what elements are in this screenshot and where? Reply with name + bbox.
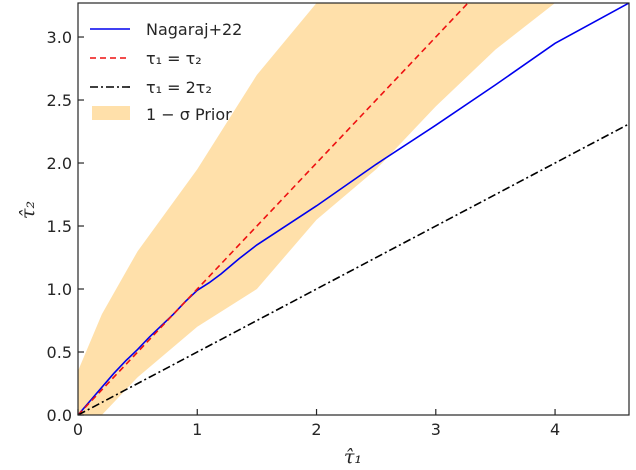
legend-label-prior: 1 − σ Prior <box>146 105 232 124</box>
plot-frame <box>77 2 630 416</box>
legend-label-tau-double: τ₁ = 2τ₂ <box>146 78 212 97</box>
x-tick-label: 2 <box>311 420 321 439</box>
y-tick-label: 1.5 <box>47 217 72 236</box>
x-tick-label: 0 <box>73 420 83 439</box>
band-layer <box>78 3 556 415</box>
prior-band <box>78 3 556 415</box>
y-tick-label: 0.5 <box>47 343 72 362</box>
series-nagaraj <box>78 3 629 415</box>
series-tau-double <box>78 123 629 415</box>
ticks-layer: 0 1 2 3 4 0.0 0.5 1.0 1.5 2.0 2.5 3.0 <box>47 28 561 439</box>
series-tau-equal <box>78 3 469 415</box>
series-layer <box>78 3 629 415</box>
x-axis-label: τ̂₁ <box>344 446 362 468</box>
y-axis-label: τ̂₂ <box>17 201 39 219</box>
legend-swatch-prior <box>92 106 130 120</box>
y-tick-label: 2.5 <box>47 91 72 110</box>
x-tick-label: 3 <box>431 420 441 439</box>
y-tick-label: 3.0 <box>47 28 72 47</box>
y-tick-label: 2.0 <box>47 154 72 173</box>
x-tick-label: 4 <box>550 420 560 439</box>
y-tick-label: 1.0 <box>47 280 72 299</box>
legend-label-nagaraj: Nagaraj+22 <box>146 20 242 39</box>
legend: Nagaraj+22 τ₁ = τ₂ τ₁ = 2τ₂ 1 − σ Prior <box>90 20 242 124</box>
x-tick-label: 1 <box>192 420 202 439</box>
y-tick-label: 0.0 <box>47 406 72 425</box>
legend-label-tau-equal: τ₁ = τ₂ <box>146 49 202 68</box>
